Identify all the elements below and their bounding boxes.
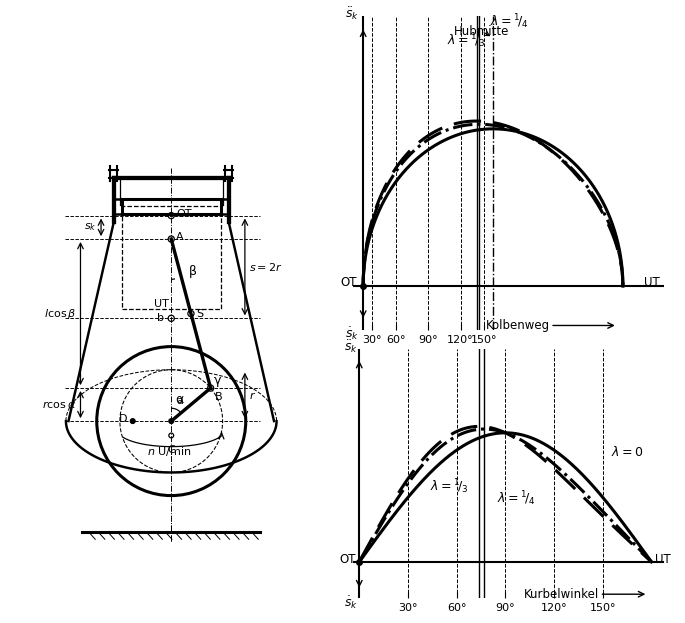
Text: S: S	[196, 308, 203, 318]
Text: $\lambda = \mathregular{^1\!/}_3$: $\lambda = \mathregular{^1\!/}_3$	[430, 478, 469, 497]
Text: B: B	[214, 392, 223, 402]
Text: UT: UT	[644, 277, 660, 290]
Text: $r$: $r$	[249, 390, 256, 401]
Text: OT: OT	[177, 209, 192, 219]
Text: A: A	[177, 232, 184, 242]
Text: α: α	[175, 393, 184, 406]
Text: D: D	[119, 414, 127, 424]
Bar	[121, 206, 221, 309]
Text: Hubmitte: Hubmitte	[454, 25, 510, 38]
Text: $\dot{s}_k$: $\dot{s}_k$	[345, 325, 359, 342]
Text: $\lambda = \mathregular{^1\!/}_4$: $\lambda = \mathregular{^1\!/}_4$	[497, 490, 536, 508]
Text: $s = 2r$: $s = 2r$	[249, 261, 283, 273]
Text: Kurbelwinkel: Kurbelwinkel	[524, 587, 599, 601]
Text: $\lambda = 0$: $\lambda = 0$	[611, 445, 643, 459]
Text: OT: OT	[340, 277, 357, 290]
Text: $\ddot{s}_k$: $\ddot{s}_k$	[345, 5, 359, 22]
Text: $\ddot{s}_k$: $\ddot{s}_k$	[344, 339, 358, 355]
Text: b: b	[157, 313, 164, 323]
Text: γ: γ	[213, 374, 221, 387]
Text: $\dot{s}_k$: $\dot{s}_k$	[344, 594, 358, 611]
Text: $\lambda = \mathregular{^1\!/}_3$: $\lambda = \mathregular{^1\!/}_3$	[447, 32, 486, 50]
Bar	[121, 199, 221, 214]
Text: $l\cos\beta$: $l\cos\beta$	[44, 307, 76, 321]
Text: C: C	[167, 445, 175, 455]
Text: $s_k$: $s_k$	[84, 221, 97, 233]
Text: β: β	[188, 265, 197, 278]
Text: a: a	[177, 396, 184, 406]
Text: $\lambda = \mathregular{^1\!/}_4$: $\lambda = \mathregular{^1\!/}_4$	[490, 12, 528, 31]
Text: UT: UT	[655, 553, 671, 566]
Text: OT: OT	[340, 553, 356, 566]
Text: $r\cos\alpha$: $r\cos\alpha$	[42, 399, 76, 410]
Text: Kolbenweg: Kolbenweg	[486, 319, 550, 332]
Circle shape	[169, 419, 174, 424]
Text: $n$ U/min: $n$ U/min	[147, 445, 192, 458]
Text: UT: UT	[153, 299, 169, 309]
Circle shape	[130, 419, 135, 424]
